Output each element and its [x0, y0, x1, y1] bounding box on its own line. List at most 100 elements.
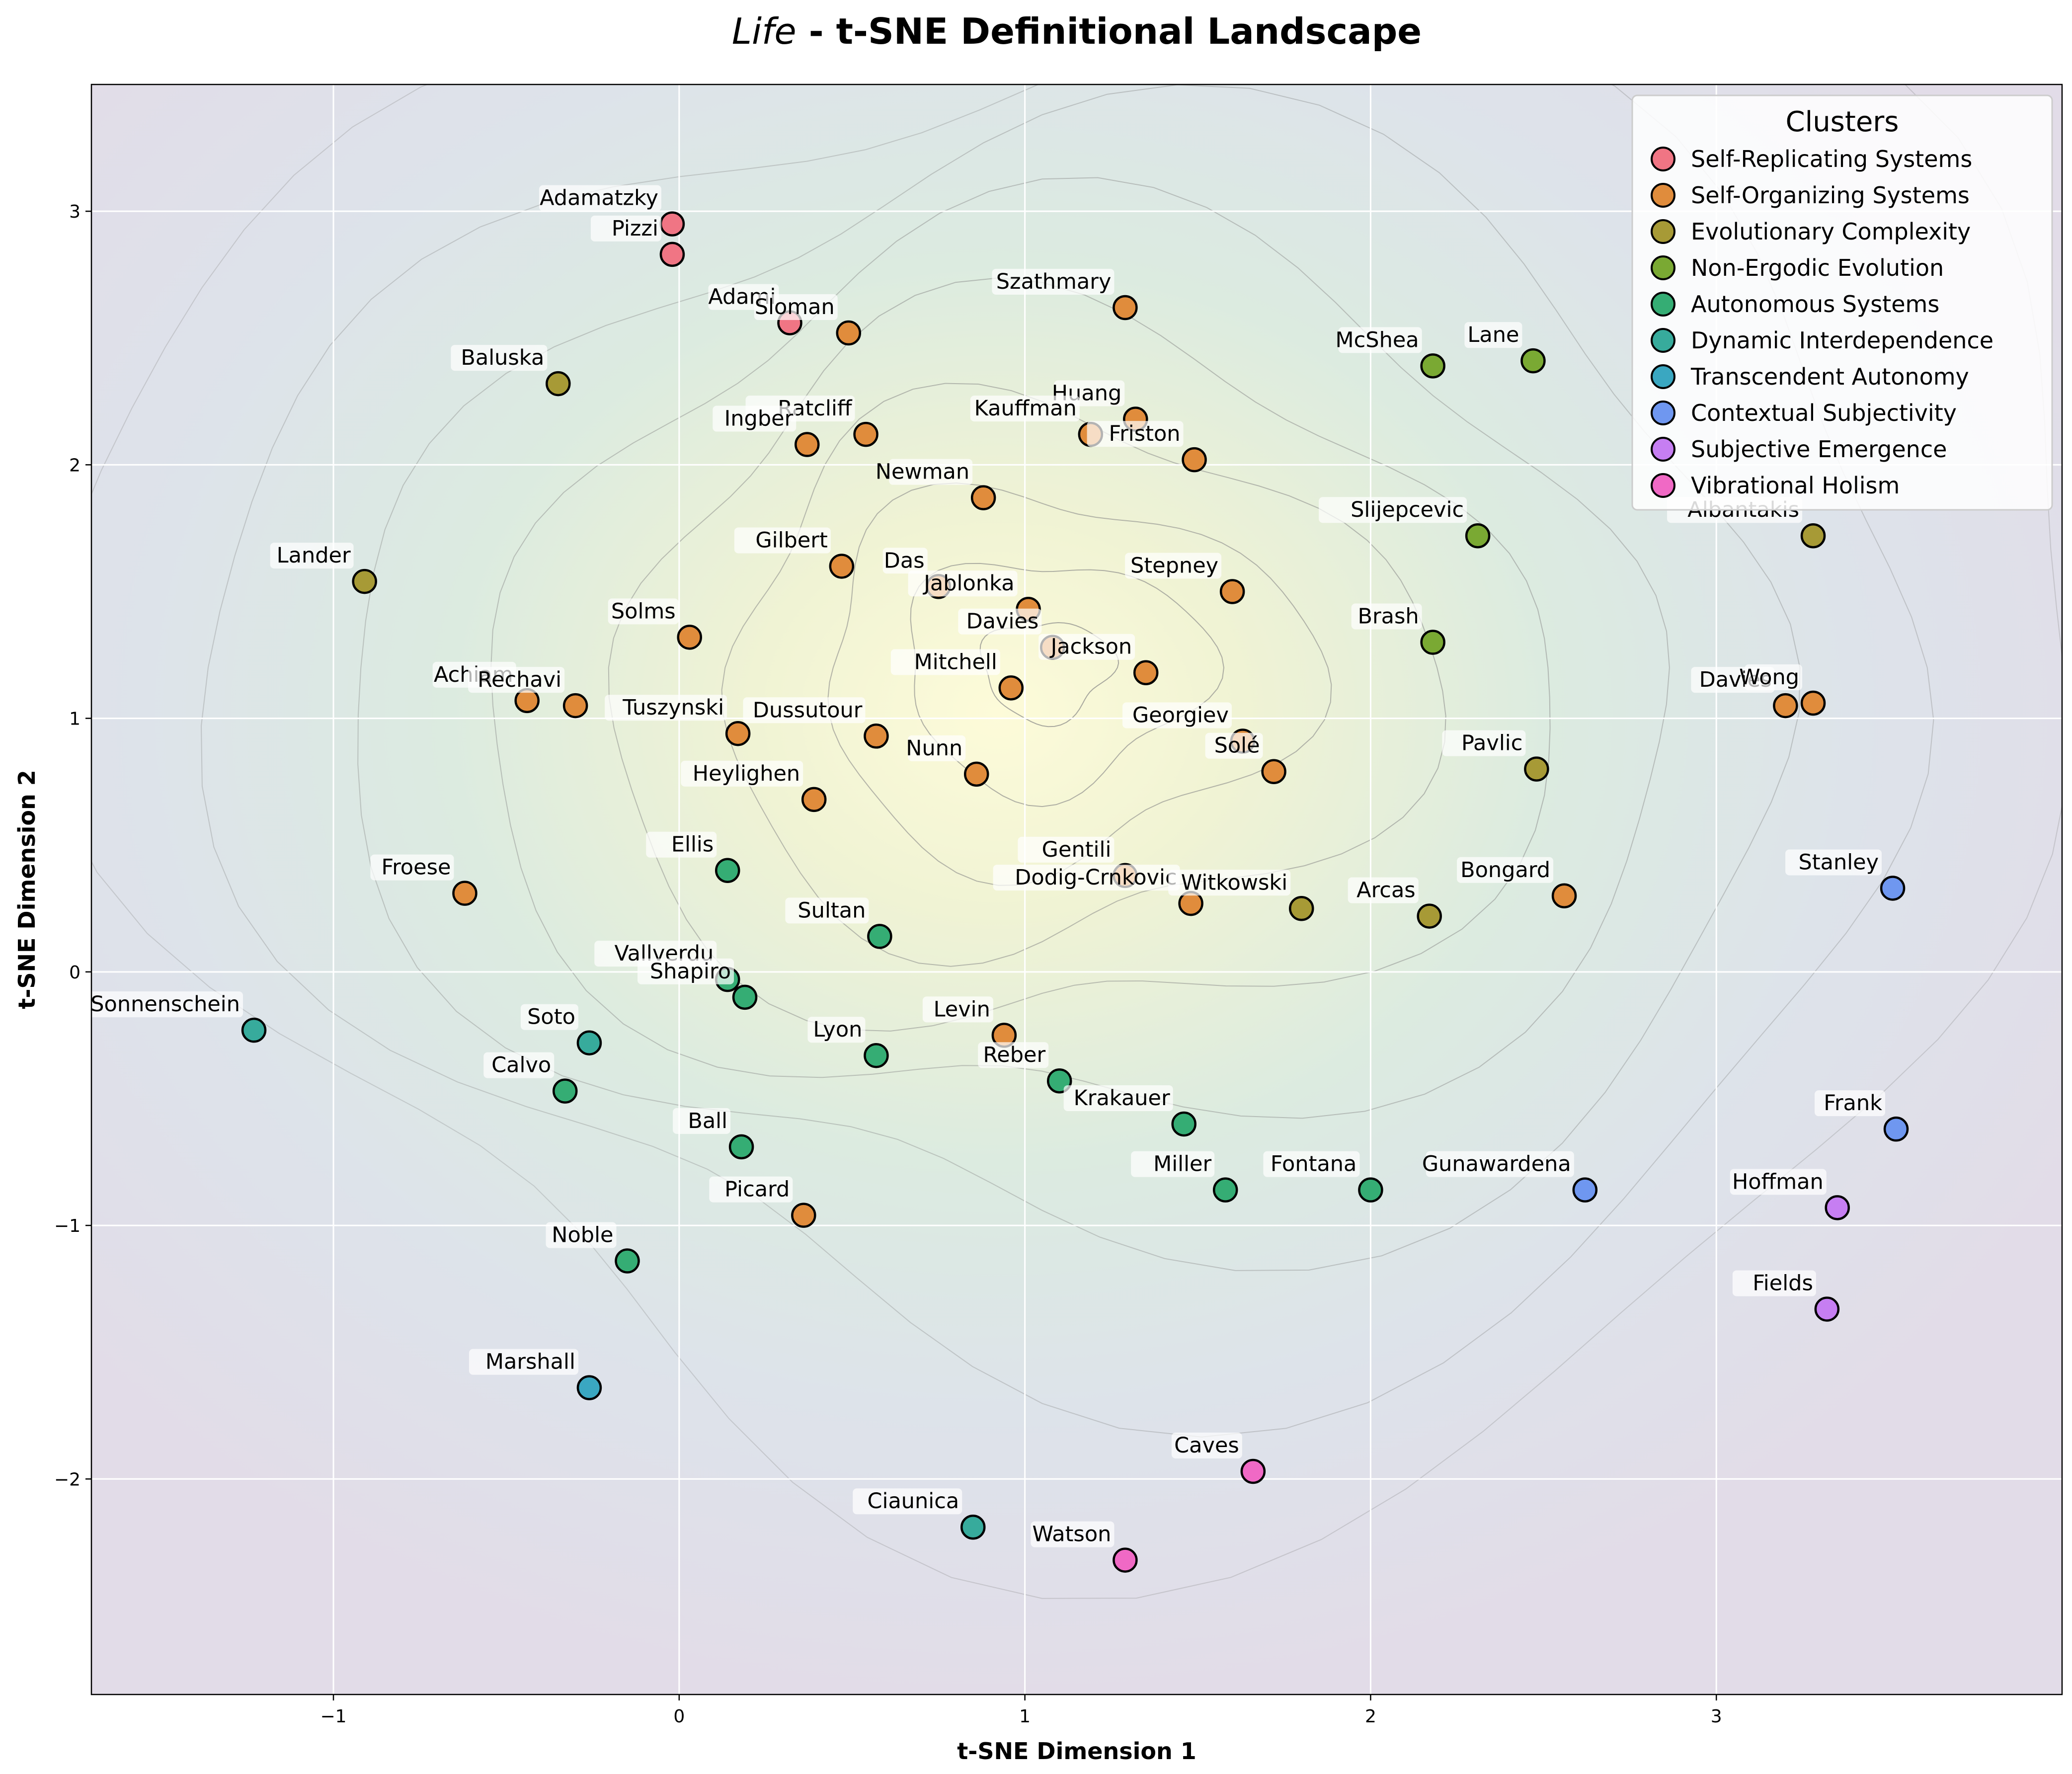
point-label: Solé [1214, 733, 1260, 758]
point-label-bg [1319, 497, 1467, 523]
point-label: Pizzi [612, 216, 658, 241]
legend-marker [1651, 364, 1675, 389]
legend-label: Self-Replicating Systems [1691, 146, 1972, 172]
point-label: Slijepcevic [1351, 497, 1464, 522]
legend-marker [1651, 473, 1675, 498]
data-point [732, 984, 758, 1010]
density-contour [357, 84, 1801, 1271]
data-point [791, 1203, 816, 1228]
x-tick-label: 2 [1365, 1706, 1376, 1727]
point-label: Hoffman [1732, 1169, 1824, 1194]
point-label: Davies [966, 609, 1039, 634]
point-label-bg [469, 1349, 578, 1375]
point-label: Mitchell [914, 649, 997, 674]
point-label: Arcas [1356, 878, 1416, 903]
point-label-bg [1730, 1169, 1827, 1195]
data-point [1465, 523, 1491, 549]
data-point [1572, 1177, 1598, 1203]
point-label: Brash [1357, 604, 1419, 629]
y-axis-label: t-SNE Dimension 2 [13, 770, 40, 1009]
plot-border [90, 83, 2063, 1695]
point-label: Gunawardena [1422, 1152, 1571, 1177]
legend-label: Self-Organizing Systems [1691, 182, 1970, 209]
point-label: Witkowski [1181, 870, 1287, 895]
data-point [970, 485, 996, 510]
data-point [452, 881, 478, 906]
data-point [1880, 876, 1906, 901]
data-point [1133, 660, 1159, 685]
point-label-bg [922, 996, 993, 1023]
data-point [864, 724, 889, 749]
point-label-bg [958, 608, 1042, 635]
data-point [829, 554, 855, 579]
data-point [1219, 579, 1245, 604]
data-point [867, 924, 892, 949]
legend-box [1631, 94, 2053, 511]
data-point [795, 432, 820, 457]
point-label: Reber [983, 1043, 1045, 1067]
data-point [546, 371, 571, 397]
point-label-bg [1464, 322, 1522, 348]
point-label-bg [590, 215, 661, 242]
point-label: Newman [876, 460, 969, 484]
data-points [241, 211, 1909, 1573]
data-point [725, 721, 751, 746]
point-label: Rechavi [478, 667, 561, 692]
point-label-bg [713, 405, 797, 432]
point-label: Adamatzky [540, 186, 658, 211]
point-label: Das [884, 548, 925, 573]
point-label: Ciaunica [867, 1489, 959, 1514]
point-label: Shapiro [650, 959, 731, 984]
point-label-bg [82, 991, 243, 1018]
legend-label: Transcendent Autonomy [1690, 363, 1969, 390]
legend-marker [1651, 401, 1675, 425]
data-point [1773, 693, 1798, 719]
point-label: Dussutour [753, 698, 863, 723]
data-point [998, 675, 1024, 701]
point-label-bg [681, 760, 803, 787]
legend-marker [1651, 183, 1675, 208]
point-label-bg [743, 697, 866, 724]
point-label-bg [1351, 603, 1422, 630]
point-label-bg [709, 1176, 793, 1203]
point-label: Gentili [1042, 837, 1112, 862]
y-tick-label: −1 [54, 1216, 80, 1236]
y-tick-label: 0 [69, 963, 80, 983]
point-label-bg [483, 1052, 555, 1078]
point-label: Noble [552, 1222, 613, 1247]
point-label: Watson [1032, 1522, 1111, 1547]
point-label-bg [1815, 1090, 1886, 1117]
data-point [552, 1078, 578, 1104]
point-label-bg [970, 396, 1080, 422]
point-label: Solms [611, 599, 676, 624]
point-label: Tuszynski [622, 695, 724, 720]
point-label: Calvo [491, 1053, 551, 1078]
point-label: Gilbert [755, 528, 828, 553]
point-label-bg [270, 543, 354, 569]
point-label: Wong [1739, 665, 1799, 690]
point-label-bg [734, 527, 831, 554]
point-label-bg [754, 294, 838, 321]
data-point [1825, 1195, 1850, 1220]
point-label: Jackson [1049, 635, 1132, 659]
legend-label: Vibrational Holism [1691, 472, 1900, 499]
point-label: Bongard [1460, 858, 1550, 883]
point-label-bg [993, 865, 1180, 891]
point-label-bg [1168, 870, 1291, 896]
data-point [1113, 295, 1138, 321]
data-point [576, 1375, 602, 1400]
y-tick-label: 3 [69, 202, 80, 222]
point-label: Baluska [461, 345, 544, 370]
data-point [1171, 1111, 1196, 1137]
legend-marker [1651, 255, 1675, 280]
point-label-bg [1122, 702, 1232, 728]
point-label: Krakauer [1074, 1086, 1170, 1111]
data-point [1814, 1296, 1840, 1322]
density-contour [827, 482, 1332, 886]
legend-label: Subjective Emergence [1691, 436, 1947, 463]
point-label: Jablonka [922, 571, 1014, 596]
point-label-bg [908, 735, 966, 761]
point-label-bg [451, 345, 548, 371]
point-label-bg [608, 598, 679, 625]
